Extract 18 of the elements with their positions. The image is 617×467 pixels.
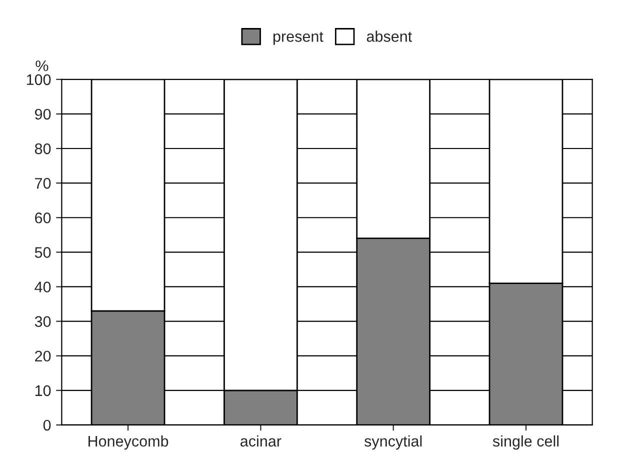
y-tick-label: 80 <box>34 143 51 154</box>
x-tick-label: Honeycomb <box>88 435 168 450</box>
y-tick-label: 70 <box>35 178 51 189</box>
y-axis-title: % <box>36 60 48 72</box>
legend-label: absent <box>366 30 412 42</box>
x-tick-label: syncytial <box>364 435 422 450</box>
y-tick-label: 10 <box>35 385 51 396</box>
y-tick-label: 100 <box>26 74 51 86</box>
y-tick-label: 50 <box>34 247 51 258</box>
y-tick-label: 20 <box>35 350 51 362</box>
y-tick-label: 40 <box>34 282 51 292</box>
y-tick-label: 30 <box>34 316 51 327</box>
legend-label: present <box>273 32 324 45</box>
y-tick-label: 90 <box>35 108 51 120</box>
x-tick-label: acinar <box>240 435 282 447</box>
x-tick-label: single cell <box>492 435 559 450</box>
y-tick-label: 60 <box>35 212 51 224</box>
y-tick-label: 0 <box>43 420 51 431</box>
